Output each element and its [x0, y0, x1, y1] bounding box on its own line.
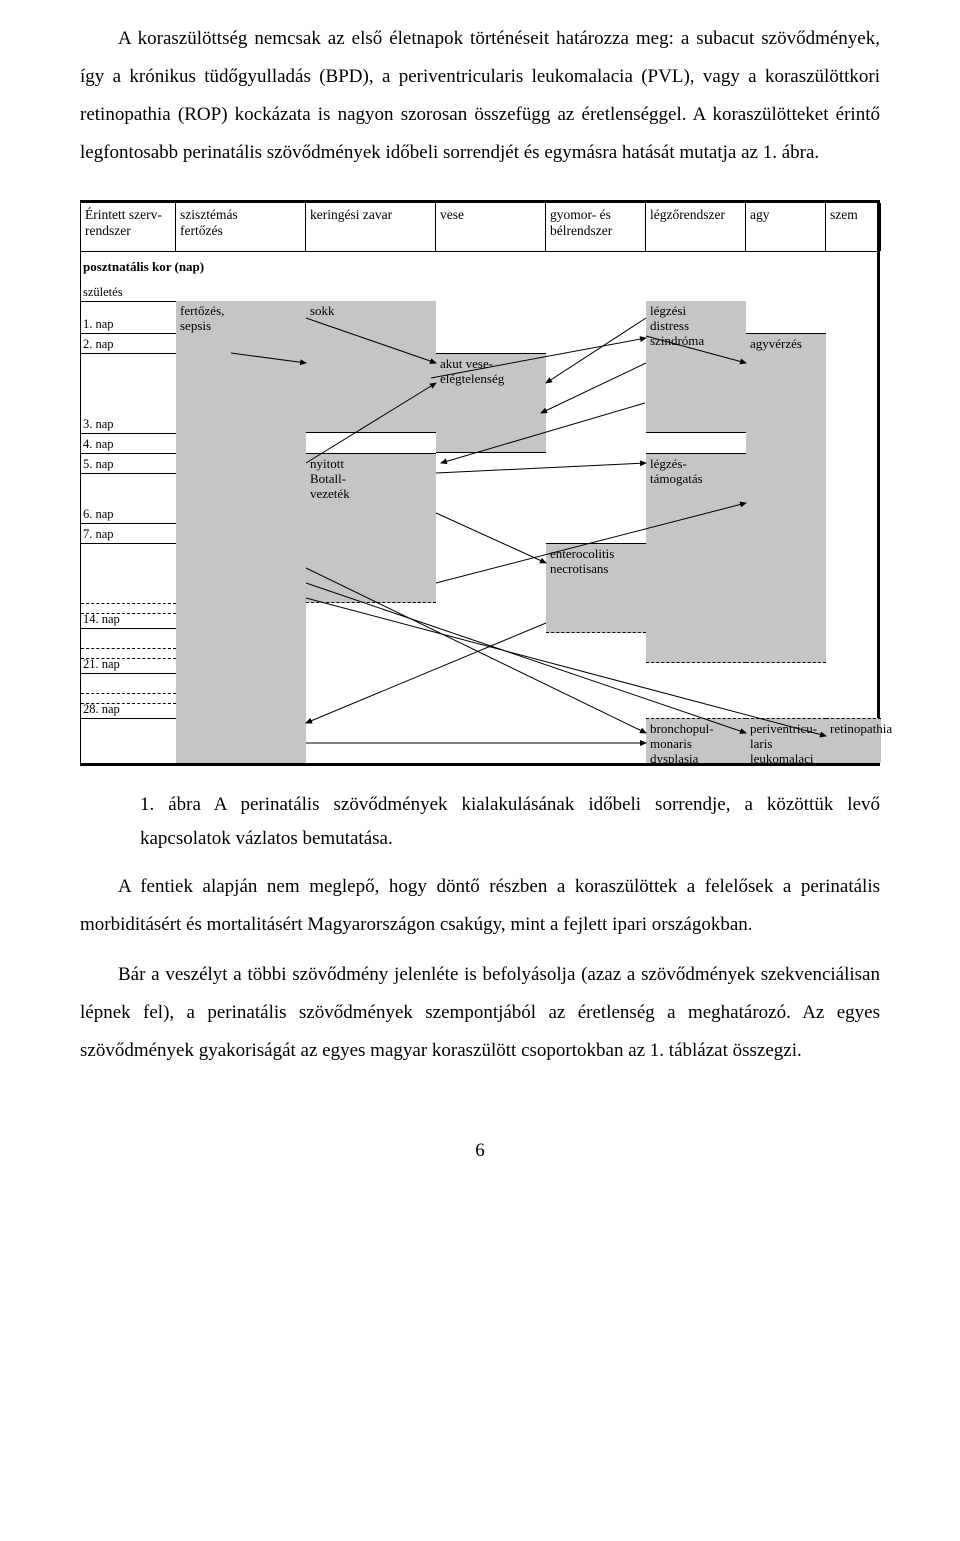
paragraph-1: A koraszülöttség nemcsak az első életnap…: [80, 20, 880, 172]
paragraph-3: Bár a veszélyt a többi szövődmény jelenl…: [80, 956, 880, 1070]
row-label-nap3: 3. nap: [83, 417, 114, 432]
row-line-dashed: [81, 693, 176, 694]
row-line: [81, 543, 176, 544]
row-line: [81, 353, 176, 354]
col-header-vese: vese: [436, 203, 546, 251]
paragraph-2: A fentiek alapján nem meglepő, hogy dönt…: [80, 868, 880, 944]
blk-legztam: légzés-támogatás: [646, 453, 746, 663]
row-label-nap28: 28. nap: [83, 702, 120, 717]
row-line-dashed: [81, 603, 176, 604]
header-rule: [81, 251, 877, 252]
row-line: [81, 453, 176, 454]
figure-1-container: Érintett szerv-rendszerszisztémásfertőzé…: [80, 200, 880, 766]
row-line: [81, 433, 176, 434]
row-line: [81, 473, 176, 474]
page-number: 6: [80, 1140, 880, 1162]
blk-sokk: sokk: [306, 301, 436, 433]
blk-pvl: periventricu-larisleukomalaci: [746, 718, 826, 763]
row-line: [81, 301, 176, 302]
col-header-kering: keringési zavar: [306, 203, 436, 251]
blk-vese: akut vese-elégtelenség: [436, 353, 546, 453]
row-line: [81, 523, 176, 524]
postnatal-age-label: posztnatális kor (nap): [83, 259, 204, 275]
row-label-nap1: 1. nap: [83, 317, 114, 332]
row-line: [81, 718, 176, 719]
arrow: [436, 513, 546, 563]
arrow: [546, 318, 646, 383]
col-header-rendszer: Érintett szerv-rendszer: [81, 203, 176, 251]
blk-botall: nyitottBotall-vezeték: [306, 453, 436, 603]
col-header-agy: agy: [746, 203, 826, 251]
row-line: [81, 628, 176, 629]
col-header-gibel: gyomor- ésbélrendszer: [546, 203, 646, 251]
row-label-nap21: 21. nap: [83, 657, 120, 672]
row-label-nap2: 2. nap: [83, 337, 114, 352]
col-header-sziszt: szisztémásfertőzés: [176, 203, 306, 251]
blk-bpd: bronchopul-monarisdysplasia: [646, 718, 746, 763]
blk-fertozes: fertőzés,sepsis: [176, 301, 306, 763]
row-label-nap5: 5. nap: [83, 457, 114, 472]
page: A koraszülöttség nemcsak az első életnap…: [0, 0, 960, 1202]
col-header-szem: szem: [826, 203, 881, 251]
figure-1-caption: 1. ábra A perinatális szövődmények kiala…: [140, 788, 880, 856]
figure-1: Érintett szerv-rendszerszisztémásfertőzé…: [80, 200, 880, 766]
row-label-nap6: 6. nap: [83, 507, 114, 522]
col-header-legzo: légzőrendszer: [646, 203, 746, 251]
blk-rds: légzésidistressszindróma: [646, 301, 746, 433]
blk-rop: retinopathia: [826, 718, 881, 763]
row-label-nap7: 7. nap: [83, 527, 114, 542]
row-label-nap4: 4. nap: [83, 437, 114, 452]
row-label-szuletes: születés: [83, 285, 123, 300]
blk-agyv: agyvérzés: [746, 333, 826, 663]
row-label-nap14: 14. nap: [83, 612, 120, 627]
row-line-dashed: [81, 648, 176, 649]
row-line: [81, 673, 176, 674]
arrow: [436, 463, 646, 473]
row-line: [81, 333, 176, 334]
blk-nec: enterocolitisnecrotisans: [546, 543, 646, 633]
arrow: [306, 623, 546, 723]
arrow: [541, 363, 646, 413]
